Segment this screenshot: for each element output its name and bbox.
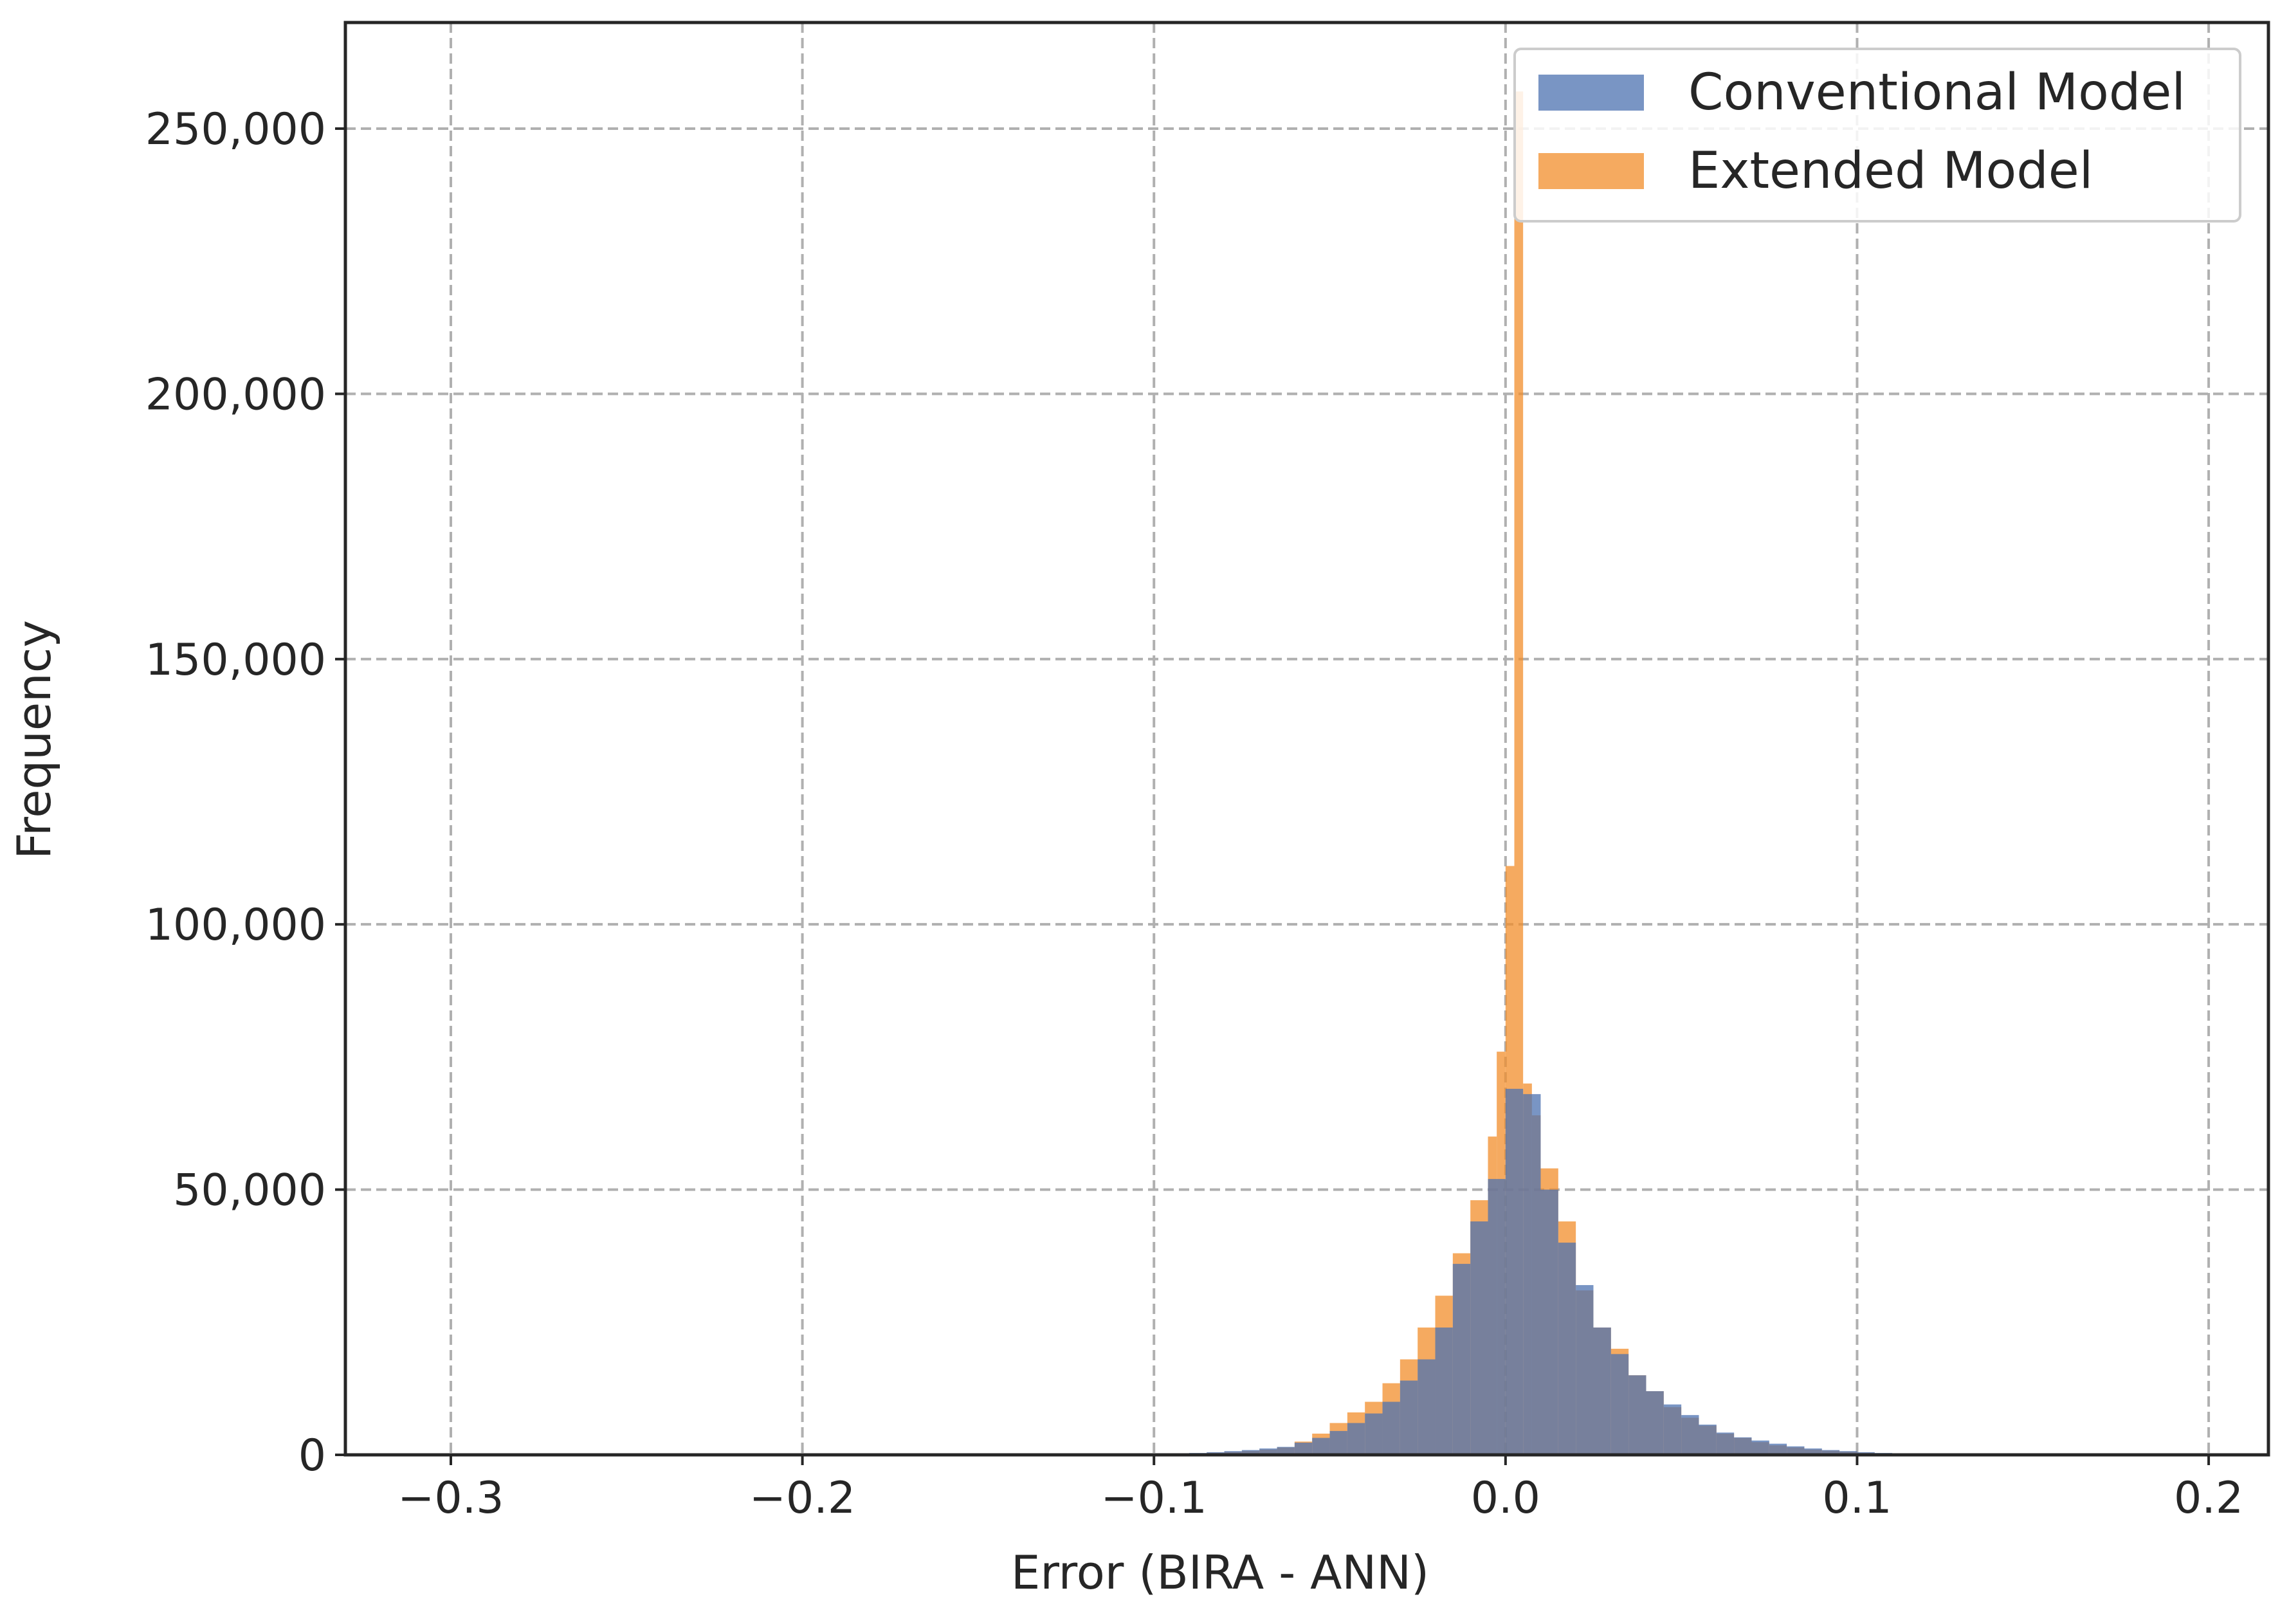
- histogram-bar-conventional: [1593, 1327, 1611, 1455]
- x-tick-label: −0.2: [749, 1473, 855, 1524]
- tick-labels: −0.3 −0.2 −0.1 0.0 0.1 0.2 0 50,000 100,000 150,0…: [145, 104, 2243, 1524]
- histogram-bar-conventional: [1294, 1443, 1313, 1455]
- x-axis-label: Error (BIRA - ANN): [1011, 1546, 1429, 1600]
- histogram-bar-conventional: [1400, 1380, 1418, 1455]
- plot-frame: [343, 21, 2270, 1457]
- histogram-bar-conventional: [1628, 1375, 1646, 1455]
- histogram-bar-conventional: [1488, 1179, 1506, 1455]
- histogram-bar-conventional: [1646, 1391, 1664, 1455]
- histogram-bar-conventional: [1259, 1448, 1277, 1455]
- y-tick-label: 50,000: [173, 1165, 326, 1216]
- histogram-bar-conventional: [1224, 1451, 1242, 1455]
- histogram-bar-conventional: [1610, 1354, 1629, 1455]
- histogram-bar-conventional: [1699, 1424, 1717, 1455]
- legend-swatch-conventional: [1538, 75, 1644, 111]
- histogram-bar-conventional: [1277, 1446, 1295, 1455]
- histogram-bar-conventional: [1716, 1432, 1735, 1455]
- histogram-bar-conventional: [1681, 1415, 1699, 1455]
- histogram-bar-conventional: [1576, 1285, 1594, 1455]
- histogram-bar-conventional: [1663, 1404, 1682, 1455]
- histogram-bar-conventional: [1523, 1094, 1541, 1455]
- histogram-bar-conventional: [1751, 1440, 1769, 1455]
- histogram-bar-conventional: [1558, 1243, 1576, 1455]
- x-tick-label: 0.0: [1471, 1473, 1540, 1524]
- histogram-bar-conventional: [1787, 1446, 1805, 1455]
- histogram-bar-conventional: [1435, 1327, 1453, 1455]
- y-tick-label: 200,000: [145, 369, 326, 420]
- y-tick-label: 250,000: [145, 104, 326, 155]
- histogram-bar-conventional: [1839, 1451, 1857, 1455]
- histogram-bar-conventional: [1804, 1448, 1822, 1455]
- histogram-bar-conventional: [1821, 1450, 1840, 1455]
- histogram-bars: [1154, 91, 1946, 1455]
- legend-swatch-extended: [1538, 153, 1644, 189]
- x-tick-label: −0.3: [397, 1473, 504, 1524]
- histogram-bar-conventional: [1540, 1189, 1558, 1455]
- histogram-bar-conventional: [1382, 1401, 1400, 1455]
- x-tick-label: −0.1: [1101, 1473, 1207, 1524]
- x-tick-label: 0.1: [1822, 1473, 1892, 1524]
- histogram-bar-conventional: [1734, 1437, 1752, 1455]
- legend-label-conventional: Conventional Model: [1688, 64, 2185, 122]
- y-axis-label: Frequency: [7, 620, 61, 859]
- grid-lines: [345, 23, 2268, 1455]
- axes: [335, 21, 2270, 1465]
- histogram-bar-conventional: [1769, 1443, 1787, 1455]
- histogram-bar-conventional: [1452, 1264, 1471, 1455]
- legend-box: [1513, 48, 2241, 223]
- x-tick-label: 0.2: [2174, 1473, 2243, 1524]
- histogram-bar-conventional: [1470, 1221, 1488, 1455]
- histogram-bar-conventional: [1329, 1430, 1347, 1455]
- histogram-bar-conventional: [1347, 1423, 1365, 1455]
- histogram-bar-conventional: [1312, 1437, 1330, 1455]
- y-tick-label: 0: [298, 1430, 326, 1481]
- histogram-bar-conventional: [1241, 1450, 1260, 1455]
- y-tick-label: 150,000: [145, 635, 326, 686]
- histogram-bar-conventional: [1418, 1359, 1436, 1455]
- legend-label-extended: Extended Model: [1688, 142, 2093, 200]
- histogram-bar-conventional: [1505, 1088, 1524, 1455]
- legend: Conventional Model Extended Model: [1513, 48, 2241, 223]
- histogram-bar-conventional: [1365, 1413, 1383, 1455]
- y-tick-label: 100,000: [145, 900, 326, 951]
